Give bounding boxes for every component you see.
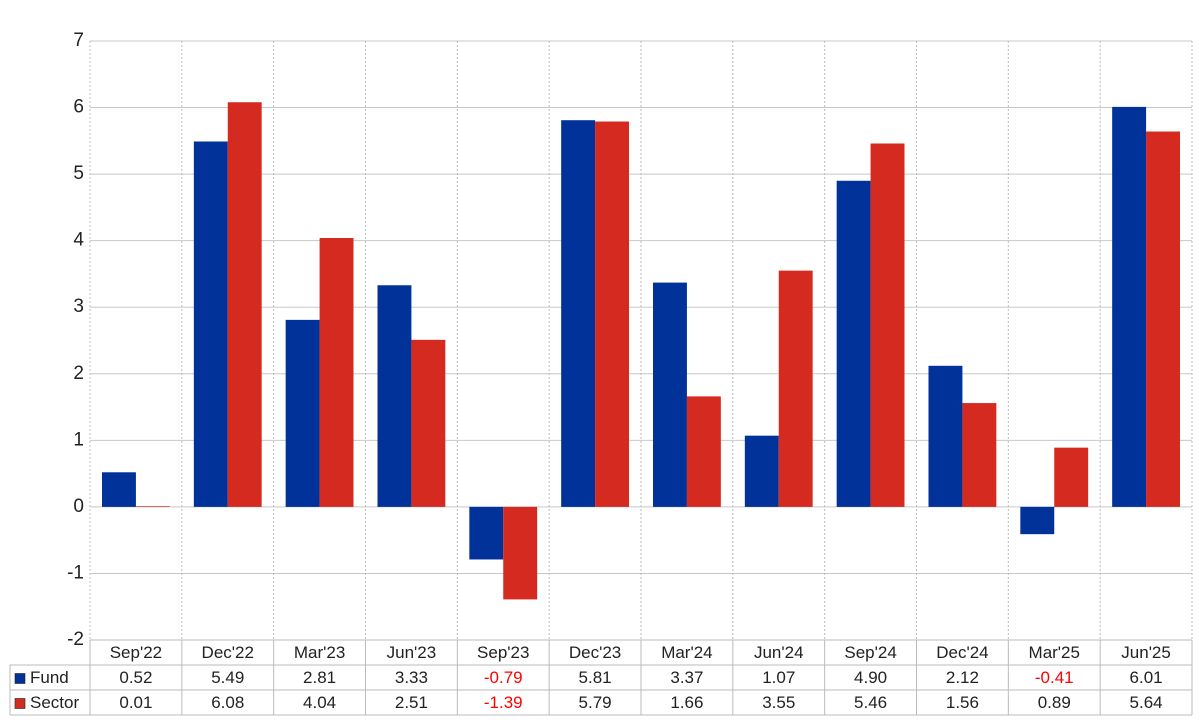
data-label: -1.39	[484, 693, 523, 712]
bar	[102, 472, 136, 507]
data-label: 4.04	[303, 693, 336, 712]
data-label: 2.81	[303, 668, 336, 687]
y-tick-label: 2	[73, 363, 84, 384]
bar	[744, 435, 779, 507]
bar	[135, 506, 170, 507]
y-tick-label: 6	[73, 97, 84, 118]
data-label: 0.52	[119, 668, 152, 687]
bar	[595, 121, 629, 507]
bar	[928, 365, 963, 507]
x-tick-label: Mar'24	[661, 643, 712, 662]
data-label: 0.89	[1038, 693, 1071, 712]
x-tick-label: Mar'25	[1029, 643, 1080, 662]
legend-label: Fund	[30, 668, 69, 687]
bar	[962, 403, 997, 507]
bar	[193, 141, 228, 507]
bar	[1054, 447, 1089, 507]
x-tick-label: Sep'22	[110, 643, 162, 662]
bar	[561, 120, 596, 507]
y-tick-label: 5	[73, 163, 84, 184]
bar	[1020, 506, 1055, 535]
data-label: 1.07	[762, 668, 795, 687]
data-label: 5.49	[211, 668, 244, 687]
data-label: 6.01	[1130, 668, 1163, 687]
bar	[686, 396, 721, 507]
bar	[1112, 106, 1147, 507]
bar	[1146, 131, 1180, 507]
legend-swatch	[14, 698, 26, 709]
bar	[503, 506, 538, 600]
bar	[469, 506, 504, 560]
bar	[377, 285, 412, 507]
data-label: 1.56	[946, 693, 979, 712]
data-label: 5.81	[579, 668, 612, 687]
x-tick-label: Dec'24	[936, 643, 988, 662]
y-tick-label: 0	[73, 496, 84, 517]
data-label: 5.46	[854, 693, 887, 712]
data-label: 5.64	[1130, 693, 1163, 712]
x-tick-label: Jun'24	[754, 643, 804, 662]
x-tick-label: Dec'23	[569, 643, 621, 662]
y-tick-label: 1	[73, 429, 84, 450]
bar	[285, 319, 320, 507]
bar	[411, 339, 446, 507]
data-label: 3.33	[395, 668, 428, 687]
y-tick-label: 4	[73, 230, 84, 251]
bar	[653, 282, 687, 507]
y-tick-label: 3	[73, 296, 84, 317]
x-tick-label: Sep'24	[844, 643, 896, 662]
x-tick-label: Jun'23	[387, 643, 437, 662]
data-label: 5.79	[579, 693, 612, 712]
data-label: 3.55	[762, 693, 795, 712]
data-label: 4.90	[854, 668, 887, 687]
y-tick-label: -1	[67, 562, 84, 583]
legend-label: Sector	[30, 693, 79, 712]
data-label: -0.79	[484, 668, 523, 687]
data-label: 3.37	[670, 668, 703, 687]
legend-swatch	[14, 673, 26, 684]
x-tick-label: Jun'25	[1121, 643, 1171, 662]
bar	[227, 102, 262, 507]
bar	[836, 180, 871, 507]
data-label: 6.08	[211, 693, 244, 712]
data-label: 1.66	[670, 693, 703, 712]
y-tick-label: 7	[73, 30, 84, 51]
bar	[778, 270, 813, 507]
bar	[319, 238, 354, 507]
data-label: -0.41	[1035, 668, 1074, 687]
x-tick-label: Dec'22	[202, 643, 254, 662]
data-label: 2.51	[395, 693, 428, 712]
x-tick-label: Mar'23	[294, 643, 345, 662]
data-label: 0.01	[119, 693, 152, 712]
bar	[870, 143, 905, 507]
y-tick-label: -2	[67, 629, 84, 650]
data-label: 2.12	[946, 668, 979, 687]
x-tick-label: Sep'23	[477, 643, 529, 662]
